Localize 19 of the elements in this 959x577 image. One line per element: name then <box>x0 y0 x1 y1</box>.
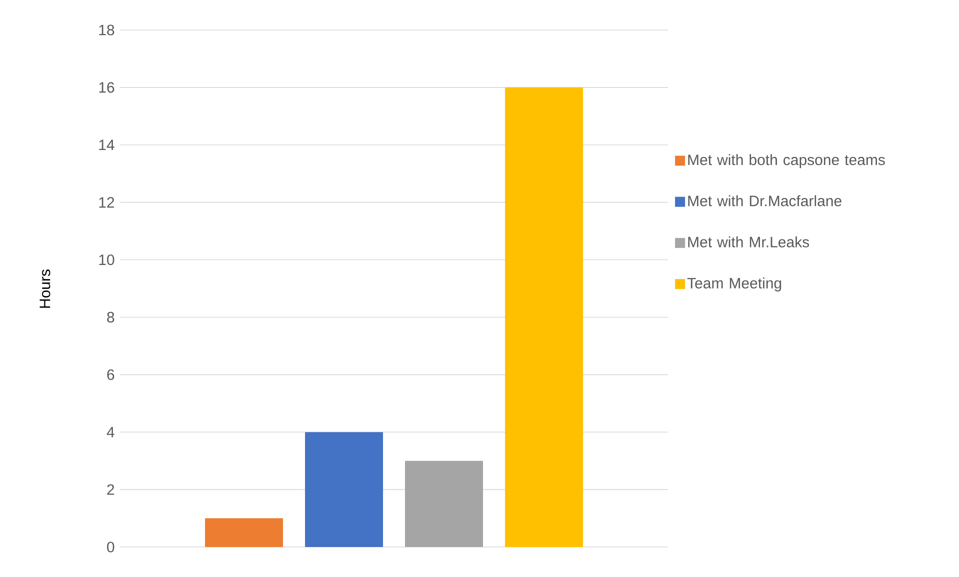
y-tick-label: 6 <box>107 369 114 380</box>
legend-label: Met with Dr.Macfarlane <box>688 195 842 206</box>
y-tick-label: 10 <box>99 254 114 266</box>
y-tick-label: 16 <box>99 82 114 93</box>
legend-label: Met with both capsone teams <box>688 154 885 168</box>
y-axis-title: Hours <box>40 270 50 308</box>
y-tick-label: 2 <box>107 484 114 495</box>
y-tick-label: 8 <box>107 312 114 323</box>
bar <box>405 460 484 547</box>
legend-label: Met with Mr.Leaks <box>688 236 810 248</box>
bar <box>205 518 284 547</box>
bar <box>505 87 584 547</box>
y-tick-label: 0 <box>107 542 114 552</box>
y-tick-label: 18 <box>99 24 114 36</box>
y-tick-label: 12 <box>99 197 114 208</box>
bar <box>305 432 384 547</box>
y-tick-label: 14 <box>99 140 114 150</box>
y-tick-label: 4 <box>106 426 114 438</box>
legend-label: Team Meeting <box>687 277 782 292</box>
